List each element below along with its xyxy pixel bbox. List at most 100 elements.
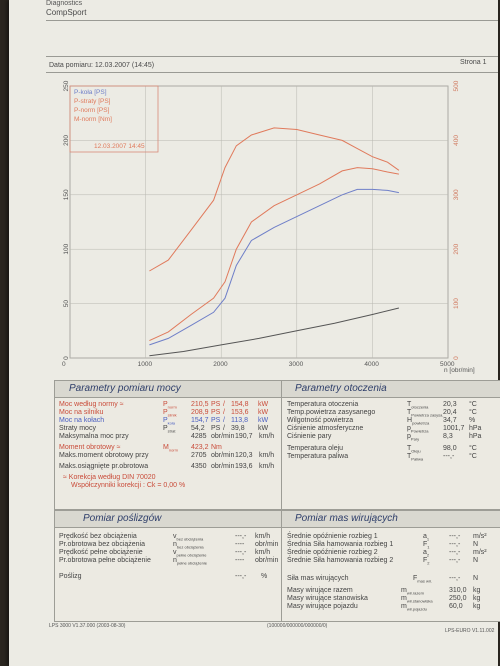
footer-left: LPS 3000 V1.37.000 (2003-08-30) bbox=[49, 623, 126, 629]
mass-row-symbol: F2 bbox=[423, 557, 430, 566]
mass-total-unit: kg bbox=[473, 595, 481, 602]
power-row-kw: 113,8 bbox=[231, 417, 248, 424]
power-row-symbol: Psilnik bbox=[163, 409, 177, 418]
max-power-speed: 190,7 bbox=[235, 433, 253, 440]
power-row-kw-unit: kW bbox=[258, 417, 269, 424]
mass-total-unit: kg bbox=[473, 603, 481, 610]
x-tick-label: 2000 bbox=[213, 361, 228, 368]
mass-total-label: Masy wirujące pojazdu bbox=[287, 603, 358, 610]
y-right-tick-label: 400 bbox=[453, 135, 460, 146]
torque-value: 423,2 bbox=[191, 444, 209, 451]
env-row-unit: % bbox=[469, 417, 476, 424]
y-right-tick-label: 200 bbox=[453, 243, 460, 254]
power-title: Parametry pomiaru mocy bbox=[69, 383, 181, 394]
mass-row-label: Średnie Siła hamowania rozbieg 2 bbox=[287, 557, 394, 564]
power-row-slash: / bbox=[223, 401, 225, 408]
page-number: Strona 1 bbox=[460, 59, 487, 66]
slip-mass-section: Pomiar poślizgów Pomiar mas wirujących P… bbox=[54, 510, 500, 622]
header-rule bbox=[46, 20, 498, 21]
mass-row-symbol: a1 bbox=[423, 533, 430, 542]
mass-row-label: Średnie opóźnienie rozbieg 2 bbox=[287, 549, 378, 556]
force-symbol: Fmas wir. bbox=[413, 575, 432, 584]
power-row-slash: / bbox=[223, 417, 225, 424]
max-power-rpm-unit: obr/min bbox=[211, 433, 235, 440]
power-row-symbol: Pnorm bbox=[163, 401, 177, 410]
power-row-ps-unit: PS bbox=[211, 425, 221, 432]
mass-row-symbol: F1 bbox=[423, 541, 430, 550]
power-row-kw: 39,8 bbox=[231, 425, 245, 432]
power-row-ps: 210,5 bbox=[191, 401, 209, 408]
env-row-unit: °C bbox=[469, 401, 477, 408]
footer-right: LPS-EURO V1.11.002 bbox=[445, 628, 495, 634]
env-row-symbol: pPary bbox=[407, 433, 420, 442]
mass-total-label: Masy wirujące razem bbox=[287, 587, 353, 594]
force-unit: N bbox=[473, 575, 479, 582]
environment-title: Parametry otoczenia bbox=[295, 383, 387, 394]
power-row-slash: / bbox=[223, 425, 225, 432]
env-row-symbol: TPaliwa bbox=[407, 453, 424, 462]
env-row-unit: hPa bbox=[469, 433, 482, 440]
legend-m-norm: M-norm [Nm] bbox=[74, 116, 112, 123]
max-torque-speed-unit: km/h bbox=[259, 452, 275, 459]
power-row-label: Moc na silniku bbox=[59, 409, 104, 416]
slip-row-value: ---,- bbox=[235, 533, 247, 540]
slip-row-label: Prędkość pełne obciążenie bbox=[59, 549, 143, 556]
legend-box bbox=[69, 85, 159, 153]
y-right-tick-label: 100 bbox=[453, 298, 460, 309]
max-rpm-rpm: 4350 bbox=[191, 463, 207, 470]
power-row-ps: 54,2 bbox=[191, 425, 205, 432]
y-left-tick-label: 250 bbox=[63, 80, 70, 91]
max-rpm-speed-unit: km/h bbox=[259, 463, 275, 470]
power-row-ps-unit: PS bbox=[211, 409, 221, 416]
power-row-ps-unit: PS bbox=[211, 417, 221, 424]
env-row-label: Ciśnienie pary bbox=[287, 433, 332, 440]
power-row-kw: 153,6 bbox=[231, 409, 249, 416]
mass-total-symbol: mwir.razem bbox=[401, 587, 424, 596]
legend-p-norm: P-norm [PS] bbox=[74, 107, 110, 114]
chart-ticks: 0 1000 2000 3000 4000 50000501001502002500100… bbox=[62, 80, 460, 368]
slip-title: Pomiar poślizgów bbox=[83, 513, 162, 524]
y-right-tick-label: 500 bbox=[453, 80, 460, 91]
mass-total-value: 250,0 bbox=[449, 595, 467, 602]
x-tick-label: 3000 bbox=[289, 361, 304, 368]
env-row-value: 34,7 bbox=[443, 417, 457, 424]
x-axis-label: n [obr/min] bbox=[444, 367, 475, 374]
power-row-symbol: Pkoła bbox=[163, 417, 176, 426]
y-left-tick-label: 150 bbox=[63, 189, 70, 200]
footer-center: (100000/000000/000000/0) bbox=[267, 623, 328, 629]
power-row-symbol: Pstrat bbox=[163, 425, 176, 434]
env-row-unit: hPa bbox=[469, 425, 482, 432]
slip-unit: % bbox=[261, 573, 268, 580]
power-row-label: Straty mocy bbox=[59, 425, 96, 432]
env-row-label: Temperatura otoczenia bbox=[287, 401, 359, 408]
din-note: ≈ Korekcja według DIN 70020 bbox=[63, 474, 156, 481]
max-power-speed-unit: km/h bbox=[259, 433, 275, 440]
force-label: Siła mas wirujących bbox=[287, 575, 349, 582]
env-row-label: Temperatura oleju bbox=[287, 445, 344, 452]
env-row-value: 1001,7 bbox=[443, 425, 465, 432]
env-row-symbol: Hpowietrza bbox=[407, 417, 430, 426]
mass-row-value: ---,- bbox=[449, 557, 461, 564]
x-tick-label: 4000 bbox=[364, 361, 379, 368]
power-environment-section: Parametry pomiaru mocy Parametry otoczen… bbox=[54, 380, 500, 510]
slip-row-unit: obr/min bbox=[255, 557, 279, 564]
env-row-value: 20,3 bbox=[443, 401, 457, 408]
date-rule-top bbox=[46, 56, 498, 57]
max-torque-rpm: 2705 bbox=[191, 452, 207, 459]
slip-value: ---,- bbox=[235, 573, 247, 580]
power-row-slash: / bbox=[223, 409, 225, 416]
y-left-tick-label: 200 bbox=[63, 135, 70, 146]
series-line-3 bbox=[149, 127, 400, 272]
env-row-symbol: Totoczenia bbox=[407, 401, 429, 410]
mass-row-unit: m/s² bbox=[473, 533, 487, 540]
mass-row-unit: m/s² bbox=[473, 549, 487, 556]
mass-total-symbol: mwir.stanowiska bbox=[401, 595, 433, 604]
section-divider-2 bbox=[281, 511, 282, 621]
force-value: ---,- bbox=[449, 575, 461, 582]
max-torque-speed: 120,3 bbox=[235, 452, 253, 459]
mass-row-label: Średnie opóźnienie rozbieg 1 bbox=[287, 533, 378, 540]
max-rpm-speed: 193,6 bbox=[235, 463, 253, 470]
legend-p-straty: P-straty [PS] bbox=[74, 98, 111, 105]
mass-row-symbol: a2 bbox=[423, 549, 430, 558]
env-row-symbol: TPowietrza zasysa. bbox=[407, 409, 444, 418]
